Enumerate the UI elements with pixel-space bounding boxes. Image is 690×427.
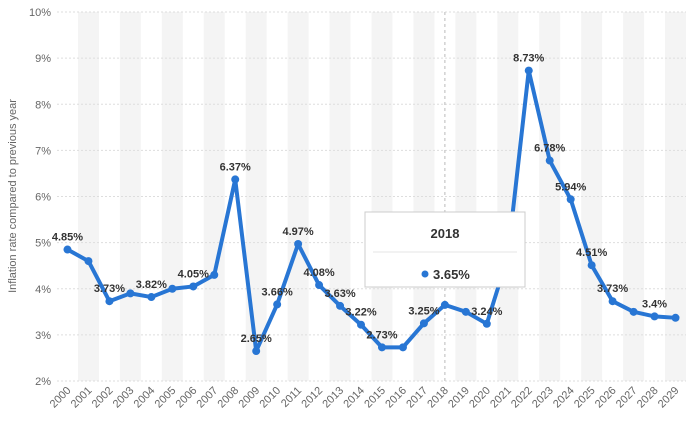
point [482, 319, 491, 328]
x-tick-label: 2019 [446, 385, 472, 411]
value-label: 3.63% [324, 288, 355, 300]
y-tick-label: 10% [29, 7, 51, 19]
x-tick-label: 2021 [488, 385, 514, 411]
x-tick-label: 2008 [216, 385, 242, 411]
x-tick-label: 2023 [530, 385, 556, 411]
y-axis-label: Inflation rate compared to previous year [7, 99, 19, 293]
band-stripe [161, 12, 183, 381]
x-tick-label: 2015 [362, 385, 388, 411]
x-tick-label: 2029 [656, 385, 682, 411]
point [608, 297, 617, 306]
x-tick-label: 2012 [299, 385, 325, 411]
value-label: 5.94% [555, 181, 586, 193]
x-tick-label: 2001 [69, 385, 95, 411]
tooltip-title: 2018 [431, 226, 460, 241]
x-tick-label: 2013 [320, 385, 346, 411]
point [210, 270, 219, 279]
point [545, 156, 554, 165]
point [357, 320, 366, 329]
x-tick-label: 2028 [635, 385, 661, 411]
point [377, 343, 386, 352]
point [147, 293, 156, 302]
point [84, 257, 93, 266]
x-tick-label: 2003 [111, 385, 137, 411]
y-tick-label: 5% [35, 238, 51, 250]
value-label: 3.82% [136, 279, 167, 291]
point [294, 240, 303, 249]
tooltip-dot [421, 270, 429, 278]
value-label: 3.73% [597, 283, 628, 295]
value-label: 4.08% [303, 267, 334, 279]
x-tick-label: 2004 [132, 385, 158, 411]
point [105, 297, 114, 306]
x-tick-label: 2016 [383, 385, 409, 411]
y-tick-label: 4% [35, 284, 51, 296]
value-label: 4.97% [283, 226, 314, 238]
point [231, 175, 240, 184]
x-tick-label: 2010 [257, 385, 283, 411]
point [440, 300, 449, 309]
point [398, 343, 407, 352]
tooltip-box [364, 211, 526, 288]
x-tick-label: 2002 [90, 385, 116, 411]
point [419, 319, 428, 328]
x-tick-label: 2024 [551, 385, 577, 411]
y-tick-label: 8% [35, 99, 51, 111]
point [189, 282, 198, 291]
point [63, 245, 72, 254]
x-tick-label: 2009 [237, 385, 263, 411]
x-tick-label: 2007 [195, 385, 221, 411]
value-label: 3.24% [471, 306, 502, 318]
value-label: 6.78% [534, 143, 565, 155]
value-label: 3.4% [642, 298, 667, 310]
value-label: 2.65% [241, 333, 272, 345]
value-label: 3.73% [94, 283, 125, 295]
x-tick-label: 2017 [404, 385, 430, 411]
value-label: 2.73% [366, 329, 397, 341]
value-label: 4.51% [576, 247, 607, 259]
point [315, 281, 324, 290]
x-tick-label: 2011 [279, 385, 304, 410]
band-stripe [245, 12, 267, 381]
point [566, 195, 575, 204]
x-tick-label: 2026 [593, 385, 619, 411]
tooltip: 2018 3.65% [364, 211, 526, 288]
point [587, 261, 596, 270]
point [273, 300, 282, 309]
x-tick-label: 2005 [153, 385, 179, 411]
y-tick-label: 2% [35, 376, 51, 388]
y-tick-label: 3% [35, 330, 51, 342]
value-label: 3.66% [262, 286, 293, 298]
band-stripe [329, 12, 351, 381]
tooltip-value: 3.65% [433, 267, 470, 282]
x-tick-label: 2018 [425, 385, 451, 411]
value-label: 3.25% [408, 305, 439, 317]
point [461, 307, 470, 316]
point [252, 347, 261, 356]
point [671, 313, 680, 322]
value-label: 3.22% [345, 307, 376, 319]
y-tick-label: 6% [35, 192, 51, 204]
x-tick-label: 2006 [174, 385, 200, 411]
x-tick-label: 2014 [341, 385, 367, 411]
x-tick-label: 2027 [614, 385, 640, 411]
x-tick-label: 2000 [48, 385, 74, 411]
value-label: 8.73% [513, 53, 544, 65]
y-tick-label: 9% [35, 53, 51, 65]
y-tick-label: 7% [35, 145, 51, 157]
x-tick-label: 2020 [467, 385, 493, 411]
point [336, 301, 345, 310]
value-label: 4.05% [178, 268, 209, 280]
point [650, 312, 659, 321]
x-tick-label: 2025 [572, 385, 598, 411]
value-label: 6.37% [220, 161, 251, 173]
point [168, 284, 177, 293]
point [524, 66, 533, 75]
value-label: 4.85% [52, 232, 83, 244]
x-tick-label: 2022 [509, 385, 535, 411]
point [126, 289, 135, 298]
point [629, 307, 638, 316]
